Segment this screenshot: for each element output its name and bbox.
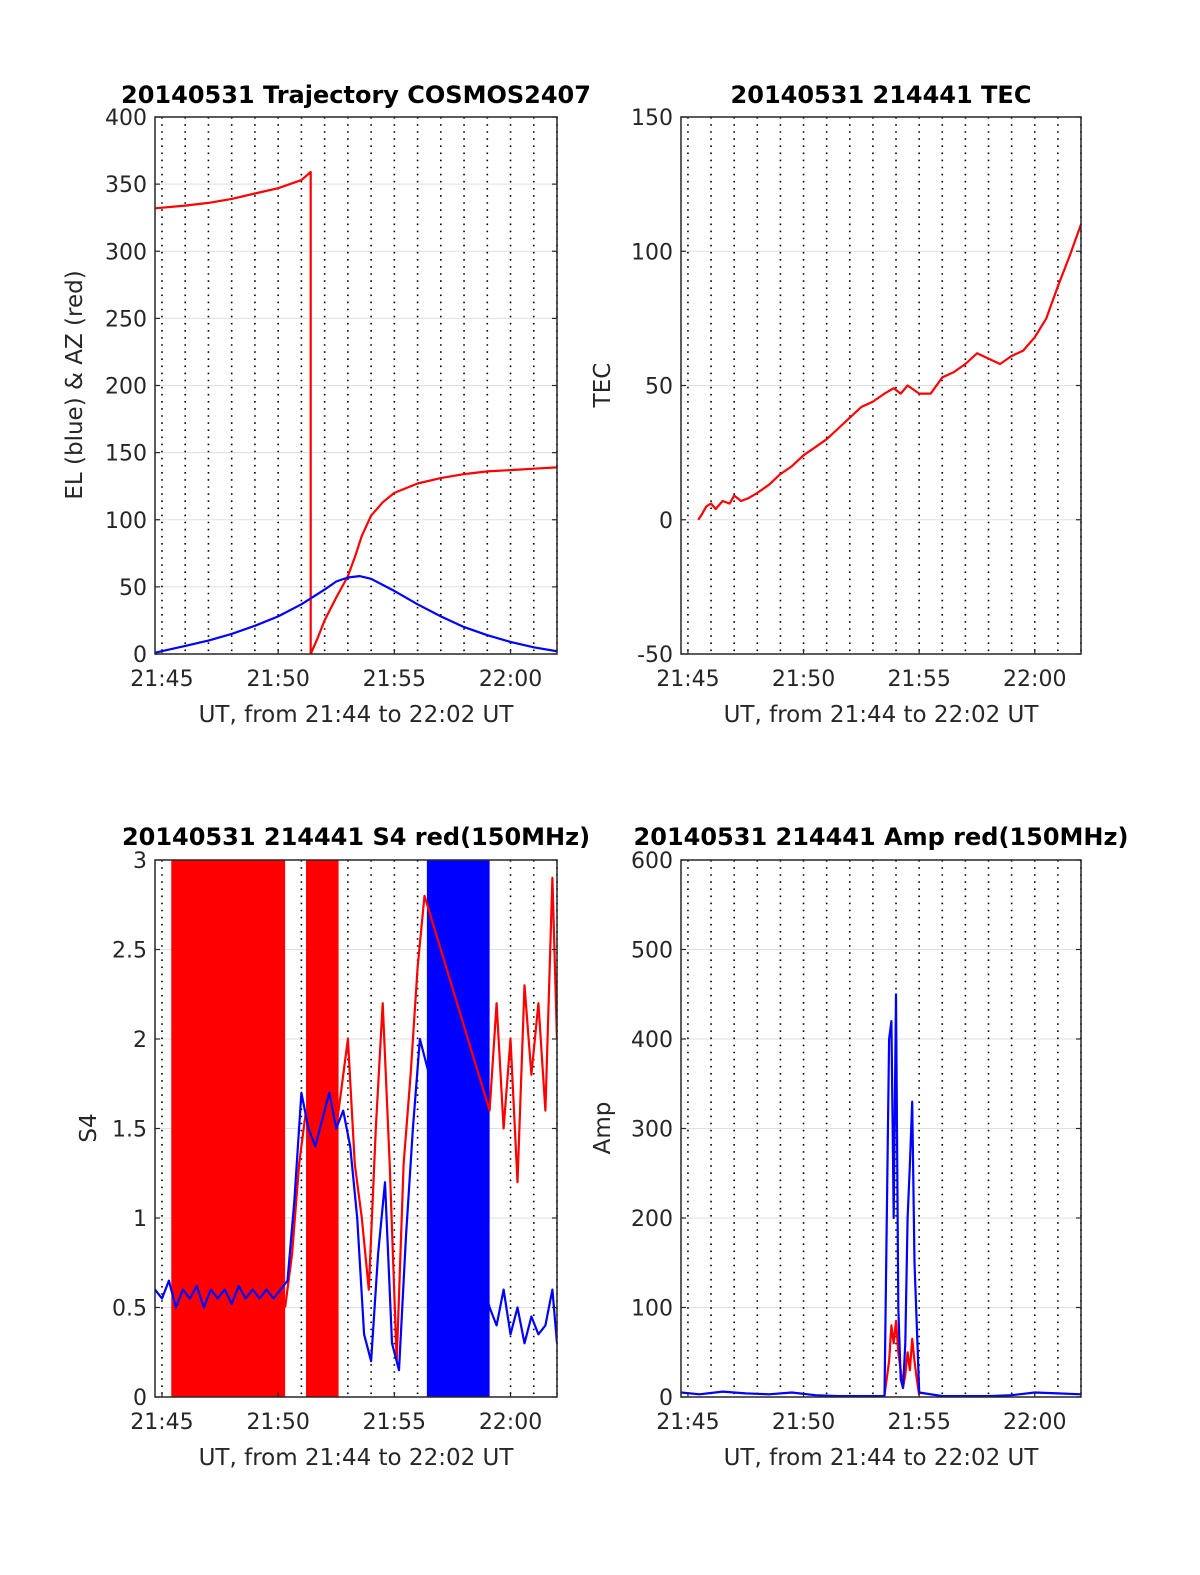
trajectory-ytick-label: 200 — [105, 375, 147, 400]
amp-ytick-label: 300 — [631, 1118, 673, 1143]
trajectory-ytick-label: 150 — [105, 442, 147, 467]
trajectory-ytick-label: 300 — [105, 240, 147, 265]
chart-trajectory: 20140531 Trajectory COSMOS2407 UT, from … — [62, 81, 591, 728]
amp-xtick-label: 21:50 — [772, 1410, 835, 1435]
trajectory-xtick-label: 22:00 — [479, 667, 542, 692]
s4-noise-band-0 — [171, 860, 286, 1397]
trajectory-ytick-label: 400 — [105, 106, 147, 131]
amp-xtick-label: 21:55 — [887, 1410, 950, 1435]
trajectory-plot-area — [155, 170, 557, 654]
trajectory-ytick-label: 350 — [105, 173, 147, 198]
tec-ytick-label: 0 — [659, 509, 673, 534]
s4-ytick-label: 3 — [133, 849, 147, 874]
chart-amp: 20140531 214441 Amp red(150MHz) UT, from… — [590, 823, 1128, 1471]
tec-series-0-line — [697, 224, 1081, 521]
amp-xtick-label: 22:00 — [1003, 1410, 1066, 1435]
s4-noise-band-1 — [306, 860, 339, 1397]
trajectory-ytick-label: 100 — [105, 509, 147, 534]
tec-plot-area — [697, 224, 1081, 521]
s4-plot-area — [155, 860, 557, 1397]
s4-xtick-label: 21:50 — [246, 1410, 309, 1435]
s4-ytick-label: 0.5 — [112, 1297, 147, 1322]
trajectory-ytick-label: 250 — [105, 307, 147, 332]
amp-ylabel: Amp — [590, 1102, 616, 1155]
tec-xtick-label: 22:00 — [1003, 667, 1066, 692]
s4-ytick-label: 2.5 — [112, 939, 147, 964]
tec-xtick-label: 21:50 — [772, 667, 835, 692]
s4-ytick-label: 2 — [133, 1028, 147, 1053]
tec-xtick-label: 21:55 — [887, 667, 950, 692]
tec-ytick-label: -50 — [637, 643, 673, 668]
tec-xlabel: UT, from 21:44 to 22:02 UT — [724, 702, 1040, 728]
trajectory-xtick-label: 21:55 — [363, 667, 426, 692]
s4-series-0-line — [284, 876, 557, 1363]
trajectory-xlabel: UT, from 21:44 to 22:02 UT — [199, 702, 515, 728]
s4-series-1-line — [155, 1037, 557, 1372]
tec-ytick-label: 50 — [645, 375, 673, 400]
tec-title: 20140531 214441 TEC — [731, 81, 1032, 109]
s4-title: 20140531 214441 S4 red(150MHz) — [122, 823, 590, 851]
s4-xtick-label: 21:55 — [363, 1410, 426, 1435]
s4-ylabel: S4 — [76, 1113, 102, 1142]
amp-xtick-label: 21:45 — [656, 1410, 719, 1435]
s4-xtick-label: 22:00 — [479, 1410, 542, 1435]
amp-ytick-label: 0 — [659, 1386, 673, 1411]
amp-ytick-label: 200 — [631, 1207, 673, 1232]
tec-ytick-label: 100 — [631, 240, 673, 265]
amp-ytick-label: 500 — [631, 939, 673, 964]
s4-xlabel: UT, from 21:44 to 22:02 UT — [199, 1445, 515, 1471]
trajectory-xtick-label: 21:50 — [246, 667, 309, 692]
s4-ytick-label: 1.5 — [112, 1118, 147, 1143]
chart-tec: 20140531 214441 TEC UT, from 21:44 to 22… — [590, 81, 1082, 728]
tec-ylabel: TEC — [590, 363, 616, 409]
trajectory-title: 20140531 Trajectory COSMOS2407 — [121, 81, 591, 109]
amp-ytick-label: 600 — [631, 849, 673, 874]
tec-xtick-label: 21:45 — [656, 667, 719, 692]
trajectory-xtick-label: 21:45 — [130, 667, 193, 692]
trajectory-ytick-label: 0 — [133, 643, 147, 668]
chart-s4: 20140531 214441 S4 red(150MHz) UT, from … — [76, 823, 590, 1471]
trajectory-ytick-label: 50 — [119, 576, 147, 601]
amp-plot-area — [681, 993, 1081, 1397]
amp-ytick-label: 400 — [631, 1028, 673, 1053]
amp-ytick-label: 100 — [631, 1297, 673, 1322]
s4-ytick-label: 0 — [133, 1386, 147, 1411]
amp-title: 20140531 214441 Amp red(150MHz) — [634, 823, 1129, 851]
s4-ytick-label: 1 — [133, 1207, 147, 1232]
amp-series-1-line — [681, 993, 1081, 1397]
trajectory-ylabel: EL (blue) & AZ (red) — [62, 270, 88, 499]
trajectory-series-0-line — [155, 170, 557, 654]
s4-noise-band-2 — [426, 860, 490, 1397]
trajectory-series-1-line — [155, 574, 557, 654]
amp-xlabel: UT, from 21:44 to 22:02 UT — [724, 1445, 1040, 1471]
s4-xtick-label: 21:45 — [130, 1410, 193, 1435]
tec-ytick-label: 150 — [631, 106, 673, 131]
